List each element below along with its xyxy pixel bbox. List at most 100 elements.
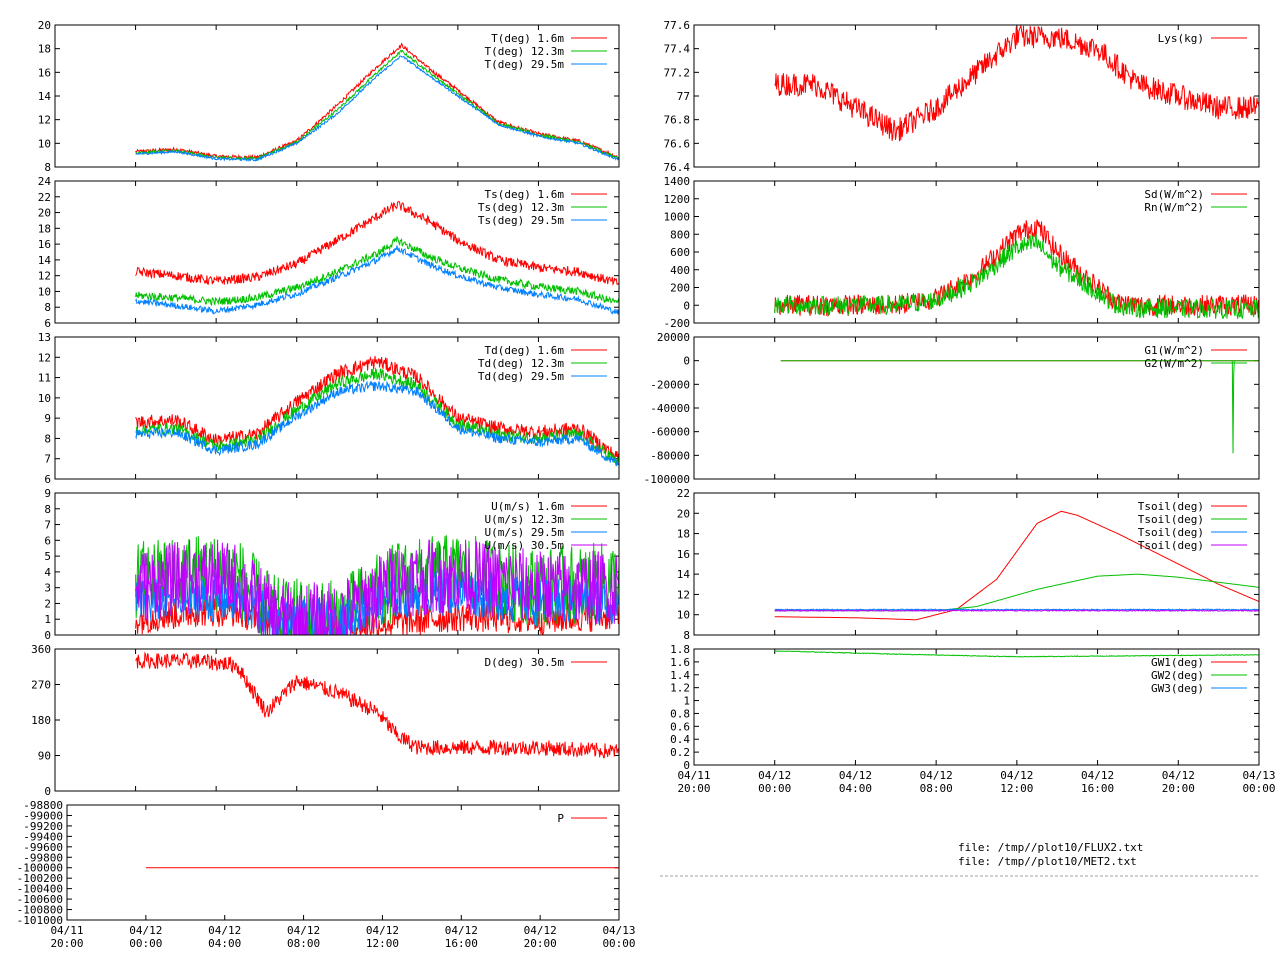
y-tick-label: 18 [677,528,690,541]
legend-label: Ts(deg) 1.6m [485,188,565,201]
y-tick-label: 7 [44,453,51,466]
y-tick-label: 77.6 [664,19,691,32]
legend-label: U(m/s) 12.3m [485,513,565,526]
y-tick-label: -100000 [644,473,690,486]
y-tick-label: 5 [44,550,51,563]
plot-frame [54,336,620,480]
legend-label: P [557,812,564,825]
y-tick-label: 1200 [664,193,691,206]
y-tick-label: 76.6 [664,137,691,150]
y-tick-label: 13 [38,331,51,344]
legend-label: D(deg) 30.5m [485,656,565,669]
plot-frame [66,804,620,921]
x-tick-label-date: 04/12 [366,924,399,937]
y-tick-label: 1400 [664,175,691,188]
series-line [135,355,619,462]
y-tick-label: 8 [44,301,51,314]
legend-label: Tsoil(deg) [1138,526,1204,539]
time-axis-labels: 04/1120:0004/1200:0004/1204:0004/1208:00… [50,769,1275,950]
y-tick-label: -98800 [23,799,63,812]
y-tick-label: 0 [683,299,690,312]
x-tick-label-time: 12:00 [1000,782,1033,795]
x-tick-label-time: 08:00 [287,937,320,950]
series-line [135,42,619,161]
y-tick-label: 0 [44,629,51,642]
legend-label: Td(deg) 12.3m [478,357,564,370]
x-tick-label-date: 04/12 [920,769,953,782]
y-tick-label: 16 [38,238,51,251]
series-line [135,380,619,467]
y-tick-label: 76.4 [664,161,691,174]
file-info-line: file: /tmp//plot10/MET2.txt [958,855,1137,868]
chart-panel-wind-direction: 0 90 180 270 360 D(deg) 30.5m [31,643,620,798]
x-tick-label-time: 20:00 [50,937,83,950]
y-tick-label: 12 [677,588,690,601]
legend-label: Tsoil(deg) [1138,513,1204,526]
legend-label: GW2(deg) [1151,669,1204,682]
y-tick-label: 1 [44,613,51,626]
y-tick-label: -40000 [650,402,690,415]
x-tick-label-time: 04:00 [208,937,241,950]
legend-label: T(deg) 1.6m [491,32,564,45]
x-tick-label-time: 16:00 [1081,782,1114,795]
x-tick-label-date: 04/12 [287,924,320,937]
y-tick-label: 10 [38,392,51,405]
y-tick-label: -100600 [17,893,63,906]
y-tick-label: 9 [44,487,51,500]
y-tick-label: 14 [38,90,52,103]
y-tick-label: 0.6 [670,720,690,733]
y-tick-label: 2 [44,597,51,610]
y-tick-label: 360 [31,643,51,656]
x-tick-label-date: 04/12 [1162,769,1195,782]
y-tick-label: 270 [31,679,51,692]
y-tick-label: -200 [664,317,691,330]
y-tick-label: -100800 [17,904,63,917]
y-tick-label: 22 [677,487,690,500]
y-tick-label: -100200 [17,872,63,885]
y-tick-label: 1.2 [670,682,690,695]
y-tick-label: -99400 [23,830,63,843]
y-tick-label: 90 [38,750,51,763]
x-tick-label-time: 20:00 [524,937,557,950]
legend-label: Sd(W/m^2) [1144,188,1204,201]
y-tick-label: 8 [44,432,51,445]
legend-label: Rn(W/m^2) [1144,201,1204,214]
x-tick-label-date: 04/11 [677,769,710,782]
series-line [774,510,1259,621]
x-tick-label-date: 04/12 [445,924,478,937]
plot-frame [693,336,1260,480]
y-tick-label: 1000 [664,211,691,224]
y-tick-label: 0 [683,759,690,772]
y-tick-label: -99000 [23,809,63,822]
y-tick-label: -60000 [650,426,690,439]
x-tick-label-time: 20:00 [1162,782,1195,795]
y-tick-label: 10 [38,285,51,298]
y-tick-label: 14 [38,254,52,267]
legend-label: Td(deg) 29.5m [478,370,564,383]
file-info-line: file: /tmp//plot10/FLUX2.txt [958,841,1143,854]
series-line [774,609,1259,612]
x-tick-label-time: 20:00 [677,782,710,795]
y-tick-label: 77 [677,90,690,103]
y-tick-label: 1 [683,695,690,708]
legend-label: G1(W/m^2) [1144,344,1204,357]
y-tick-label: 14 [677,568,691,581]
y-tick-label: 22 [38,191,51,204]
x-tick-label-time: 04:00 [839,782,872,795]
y-tick-label: 6 [44,317,51,330]
plot-frame [693,180,1260,324]
y-tick-label: 8 [44,503,51,516]
y-tick-label: 12 [38,351,51,364]
chart-panel-air-temp: 8 10 12 14 16 18 20 T(deg) 1.6mT(deg) 12.3mT(de… [38,19,620,174]
series-line [135,539,619,635]
chart-panel-radiation: -200 0 200 400 600 800 1000 1200 1400 Sd(W/m^2)Rn… [664,175,1260,330]
y-tick-label: 1.4 [670,669,690,682]
y-tick-label: 12 [38,114,51,127]
y-tick-label: 600 [670,246,690,259]
file-info: file: /tmp//plot10/FLUX2.txt file: /tmp/… [660,841,1260,877]
chart-panel-pressure: -101000-100800-100600-100400-100200-1000… [17,799,620,927]
x-tick-label-time: 00:00 [758,782,791,795]
